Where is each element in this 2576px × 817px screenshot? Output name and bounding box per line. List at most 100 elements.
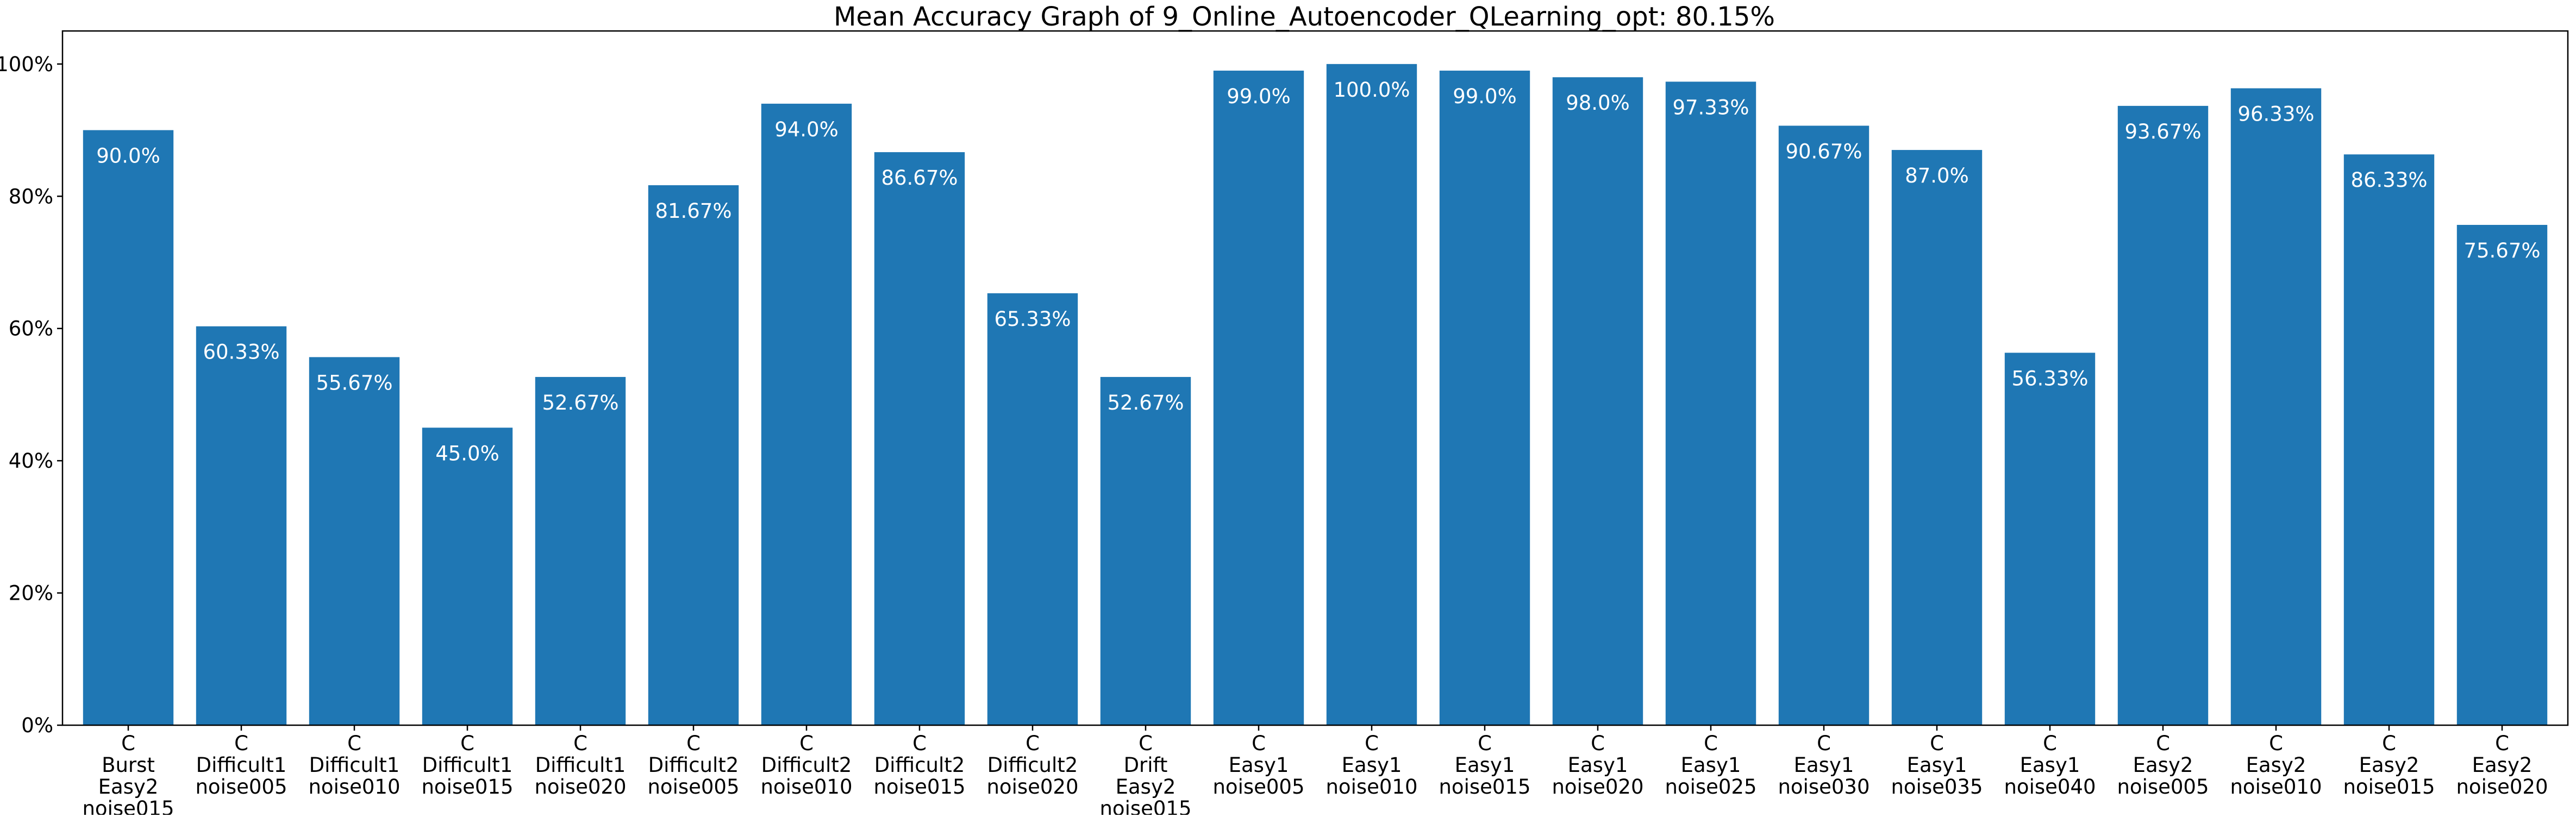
- y-axis: 0% 20% 40% 60% 80% 100%: [0, 53, 62, 737]
- bar: [83, 130, 174, 726]
- bar-value-label: 96.33%: [2237, 103, 2314, 126]
- x-tick-label-line: C: [686, 732, 701, 755]
- bar-value-label: 65.33%: [994, 307, 1071, 331]
- bar: [196, 326, 287, 725]
- y-tick-label: 80%: [9, 185, 53, 208]
- x-tick-label-line: noise010: [760, 775, 852, 799]
- y-tick-label: 0%: [21, 714, 53, 737]
- x-tick-label-line: Easy1: [1794, 753, 1854, 777]
- bar: [2004, 353, 2096, 725]
- x-tick-label-line: noise020: [986, 775, 1078, 799]
- bar: [2343, 154, 2435, 725]
- x-tick-label-line: noise015: [82, 797, 174, 815]
- x-tick-label-line: C: [234, 732, 248, 755]
- bar: [1439, 71, 1530, 725]
- x-tick-label-line: Easy1: [1681, 753, 1741, 777]
- x-tick-label-line: C: [799, 732, 814, 755]
- x-tick-label-line: noise005: [2117, 775, 2209, 799]
- x-tick-label-line: Difficult2: [987, 753, 1078, 777]
- x-tick-label-line: noise010: [308, 775, 400, 799]
- bar: [2230, 88, 2322, 726]
- x-tick-label-line: Easy1: [1455, 753, 1515, 777]
- bar: [1100, 376, 1191, 725]
- x-tick-label-line: C: [912, 732, 927, 755]
- x-tick-label-line: Easy1: [1907, 753, 1967, 777]
- bar: [1778, 125, 1870, 726]
- x-tick-label-line: C: [573, 732, 587, 755]
- x-tick-label-line: Easy2: [2359, 753, 2419, 777]
- bar: [648, 185, 739, 725]
- x-tick-label-line: noise005: [1212, 775, 1304, 799]
- x-tick-label-line: noise020: [1552, 775, 1643, 799]
- x-tick-label: C Easy1 noise015: [1439, 732, 1530, 799]
- bar-value-label: 75.67%: [2464, 239, 2540, 262]
- bar-value-label: 52.67%: [1107, 391, 1184, 414]
- x-tick-label: C Difficult2 noise020: [986, 732, 1078, 799]
- x-tick-label-line: C: [2382, 732, 2396, 755]
- x-tick-label-line: noise035: [1891, 775, 1983, 799]
- x-tick-label: C Easy2 noise015: [2343, 732, 2435, 799]
- x-tick-label-line: Difficult2: [761, 753, 852, 777]
- bar: [535, 376, 626, 725]
- x-tick-label-line: noise020: [2456, 775, 2548, 799]
- bar: [422, 428, 513, 725]
- bars-layer: [83, 64, 2548, 726]
- bar: [2456, 224, 2548, 725]
- x-tick-label: C Difficult1 noise020: [534, 732, 626, 799]
- bar-value-label: 99.0%: [1227, 85, 1291, 108]
- x-tick-label-line: Easy1: [2020, 753, 2080, 777]
- bar-value-label: 45.0%: [435, 442, 499, 465]
- y-tick-label: 100%: [0, 53, 53, 76]
- x-tick-label-line: C: [1026, 732, 1040, 755]
- x-tick-label: C Easy2 noise020: [2456, 732, 2548, 799]
- x-tick-label: C Difficult2 noise010: [760, 732, 852, 799]
- x-tick-label: C Difficult1 noise010: [308, 732, 400, 799]
- x-tick-label-line: Easy1: [1568, 753, 1628, 777]
- x-tick-label: C Difficult2 noise005: [647, 732, 739, 799]
- x-tick-label: C Difficult1 noise005: [195, 732, 287, 799]
- x-tick-label-line: C: [460, 732, 474, 755]
- x-tick-label-line: C: [2495, 732, 2509, 755]
- bar: [987, 293, 1078, 725]
- x-tick-label-line: Difficult1: [196, 753, 287, 777]
- bar-value-label: 98.0%: [1566, 91, 1630, 115]
- x-tick-label-line: C: [121, 732, 135, 755]
- x-tick-label-line: C: [1139, 732, 1153, 755]
- x-tick-label-line: C: [1704, 732, 1718, 755]
- bar: [1552, 77, 1643, 726]
- x-tick-label-line: noise005: [195, 775, 287, 799]
- x-tick-label-line: C: [1591, 732, 1605, 755]
- x-tick-label-line: Difficult1: [422, 753, 513, 777]
- x-tick-label: C Easy1 noise020: [1552, 732, 1643, 799]
- x-tick-label-line: Easy2: [2133, 753, 2193, 777]
- bar: [1665, 81, 1756, 725]
- bar-value-label: 81.67%: [655, 199, 731, 223]
- bar-value-label: 99.0%: [1453, 85, 1517, 108]
- y-tick-label: 60%: [9, 317, 53, 341]
- x-tick-label-line: Difficult1: [309, 753, 400, 777]
- x-tick-label-line: Easy1: [1229, 753, 1289, 777]
- bar-value-label: 86.33%: [2350, 168, 2427, 192]
- bar-value-label: 90.0%: [96, 144, 160, 168]
- x-tick-label-line: noise015: [2343, 775, 2435, 799]
- x-tick-label-line: Easy2: [98, 775, 159, 799]
- bar: [1213, 71, 1304, 725]
- x-tick-label-line: Difficult1: [535, 753, 626, 777]
- x-tick-label-line: C: [1252, 732, 1266, 755]
- bar-value-label: 52.67%: [542, 391, 618, 414]
- x-tick-label-line: Easy1: [1342, 753, 1402, 777]
- x-tick-label-line: noise015: [873, 775, 965, 799]
- x-tick-label: C Drift Easy2 noise015: [1099, 732, 1191, 815]
- x-tick-label: C Difficult2 noise015: [873, 732, 965, 799]
- bar: [309, 357, 400, 725]
- x-tick-label-line: noise015: [1099, 797, 1191, 815]
- x-tick-label-line: C: [1817, 732, 1831, 755]
- x-tick-label-line: noise040: [2004, 775, 2096, 799]
- x-tick-label-line: Drift: [1124, 753, 1168, 777]
- bar-value-label: 97.33%: [1672, 96, 1749, 119]
- x-tick-label-line: C: [2269, 732, 2283, 755]
- x-tick-label-line: noise010: [1325, 775, 1417, 799]
